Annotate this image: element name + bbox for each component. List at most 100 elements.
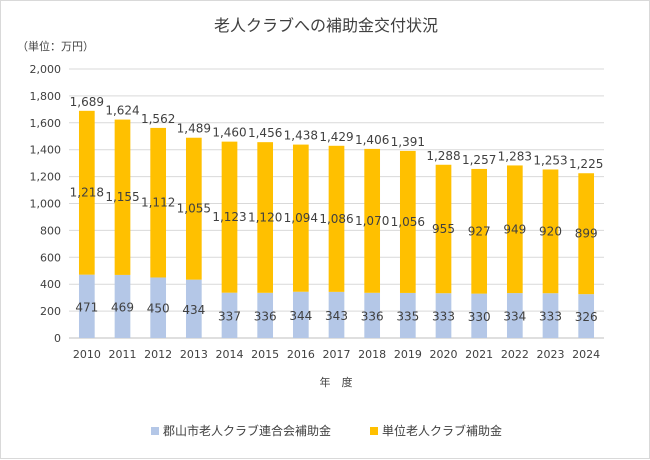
x-tick-label: 2020 xyxy=(430,348,458,361)
chart-title: 老人クラブへの補助金交付状況 xyxy=(214,16,438,35)
legend: 郡山市老人クラブ連合会補助金 単位老人クラブ補助金 xyxy=(151,423,502,438)
y-tick-label: 1,800 xyxy=(30,90,62,103)
data-label-federation: 326 xyxy=(575,310,598,324)
data-label-federation: 336 xyxy=(361,309,384,323)
bar-federation xyxy=(185,279,202,338)
bar-federation xyxy=(114,274,131,338)
x-axis-title: 年 度 xyxy=(320,375,353,389)
bar-federation xyxy=(578,294,595,338)
bar-federation xyxy=(78,274,95,338)
x-tick-label: 2021 xyxy=(465,348,493,361)
bar-unit-club xyxy=(471,168,488,294)
data-label-unit-club: 949 xyxy=(503,222,526,236)
bar-unit-club xyxy=(78,110,95,275)
bar-unit-club xyxy=(221,141,238,293)
data-label-unit-club: 1,086 xyxy=(319,212,353,226)
data-label-total: 1,257 xyxy=(462,153,496,167)
data-label-unit-club: 1,056 xyxy=(391,215,425,229)
bar-federation xyxy=(292,291,309,338)
data-label-federation: 334 xyxy=(503,310,526,324)
bar-federation xyxy=(150,277,167,338)
x-tick-label: 2016 xyxy=(287,348,315,361)
legend-label-unit-club: 単位老人クラブ補助金 xyxy=(382,423,502,438)
data-label-unit-club: 1,123 xyxy=(212,210,246,224)
x-tick-label: 2012 xyxy=(144,348,172,361)
y-tick-label: 800 xyxy=(40,224,61,237)
data-label-federation: 471 xyxy=(75,300,98,314)
data-label-unit-club: 1,112 xyxy=(141,196,175,210)
data-label-unit-club: 1,155 xyxy=(105,190,139,204)
data-label-unit-club: 1,218 xyxy=(70,186,104,200)
y-tick-label: 0 xyxy=(54,332,61,345)
x-tick-label: 2023 xyxy=(537,348,565,361)
x-tick-label: 2013 xyxy=(180,348,208,361)
y-tick-label: 2,000 xyxy=(30,63,62,76)
legend-swatch-federation xyxy=(151,427,159,435)
data-label-total: 1,456 xyxy=(248,126,282,140)
y-tick-label: 1,200 xyxy=(30,171,62,184)
data-label-federation: 336 xyxy=(254,309,277,323)
bar-federation xyxy=(221,292,238,338)
data-label-federation: 330 xyxy=(468,310,491,324)
y-tick-label: 600 xyxy=(40,251,61,264)
bar-unit-club xyxy=(150,127,167,278)
bar-unit-club xyxy=(292,144,309,292)
data-label-unit-club: 1,055 xyxy=(177,202,211,216)
bar-federation xyxy=(364,292,381,338)
bar-unit-club xyxy=(185,137,202,280)
data-label-total: 1,429 xyxy=(319,130,353,144)
x-tick-label: 2019 xyxy=(394,348,422,361)
y-tick-label: 200 xyxy=(40,305,61,318)
data-label-unit-club: 1,120 xyxy=(248,210,282,224)
x-tick-label: 2024 xyxy=(572,348,600,361)
y-tick-label: 400 xyxy=(40,278,61,291)
data-label-total: 1,225 xyxy=(569,157,603,171)
bar-unit-club xyxy=(364,148,381,293)
legend-label-federation: 郡山市老人クラブ連合会補助金 xyxy=(163,423,331,438)
bar-federation xyxy=(328,291,345,338)
bar-unit-club xyxy=(328,145,345,292)
bar-unit-club xyxy=(435,164,452,294)
x-tick-label: 2018 xyxy=(358,348,386,361)
data-label-federation: 343 xyxy=(325,309,348,323)
bar-federation xyxy=(257,292,274,338)
bar-federation xyxy=(471,293,488,338)
data-label-federation: 335 xyxy=(396,309,419,323)
y-tick-label: 1,600 xyxy=(30,117,62,130)
unit-label: （単位：万円） xyxy=(17,39,94,53)
data-label-total: 1,624 xyxy=(105,104,139,118)
data-label-total: 1,460 xyxy=(212,126,246,140)
data-label-unit-club: 899 xyxy=(575,227,598,241)
x-tick-label: 2010 xyxy=(73,348,101,361)
data-label-federation: 469 xyxy=(111,300,134,314)
data-label-federation: 434 xyxy=(182,303,205,317)
y-axis-ticks: 0 200 400 600 800 1,000 1,200 1,400 1,600 1,800 2,… xyxy=(30,63,62,345)
data-label-total: 1,288 xyxy=(426,149,460,163)
data-label-unit-club: 1,070 xyxy=(355,214,389,228)
bar-unit-club xyxy=(114,119,131,275)
x-tick-label: 2017 xyxy=(323,348,351,361)
legend-swatch-unit-club xyxy=(370,427,378,435)
data-label-federation: 344 xyxy=(289,309,312,323)
data-label-total: 1,489 xyxy=(177,122,211,136)
data-label-total: 1,562 xyxy=(141,112,175,126)
bars xyxy=(78,110,595,338)
y-tick-label: 1,400 xyxy=(30,144,62,157)
bar-unit-club xyxy=(542,169,559,294)
data-label-total: 1,406 xyxy=(355,133,389,147)
data-label-unit-club: 927 xyxy=(468,224,491,238)
bar-federation xyxy=(506,293,523,338)
x-tick-label: 2014 xyxy=(216,348,244,361)
x-tick-label: 2022 xyxy=(501,348,529,361)
data-label-total: 1,689 xyxy=(70,95,104,109)
x-tick-label: 2011 xyxy=(109,348,137,361)
y-tick-label: 1,000 xyxy=(30,198,62,211)
bar-unit-club xyxy=(578,173,595,295)
data-label-total: 1,283 xyxy=(498,149,532,163)
data-labels: 471 1,218 1,689 469 1,155 1,624 450 1,112 1,562 4… xyxy=(70,95,604,324)
x-tick-label: 2015 xyxy=(251,348,279,361)
data-label-unit-club: 955 xyxy=(432,222,455,236)
bar-unit-club xyxy=(399,150,416,293)
